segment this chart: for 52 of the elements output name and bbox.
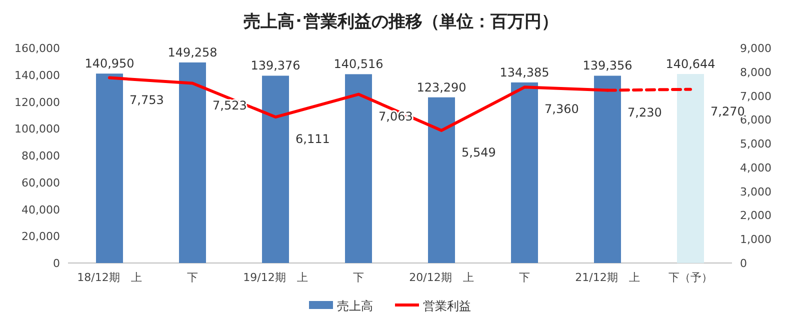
y2-tick-label: 5,000	[740, 138, 772, 151]
bar	[428, 97, 455, 263]
y-tick-label: 140,000	[14, 68, 60, 82]
x-tick-label: 下	[187, 271, 198, 284]
y2-tick-label: 2,000	[740, 209, 772, 222]
y2-tick-label: 4,000	[740, 161, 772, 174]
x-tick-label: 下	[519, 271, 530, 284]
data-label: 140,950	[84, 56, 134, 71]
bar	[345, 74, 372, 263]
data-label: 134,385	[500, 65, 550, 80]
data-label: 7,753	[130, 92, 164, 107]
bar	[96, 74, 123, 263]
data-label: 7,230	[628, 105, 662, 120]
data-label: 139,356	[582, 58, 632, 73]
y-tick-label: 120,000	[14, 96, 60, 109]
y-tick-label: 0	[53, 257, 60, 270]
data-label: 7,360	[544, 102, 579, 116]
data-label: 7,523	[212, 98, 247, 112]
y2-tick-label: 8,000	[740, 66, 772, 79]
data-label: 5,549	[462, 145, 496, 160]
y-tick-label: 160,000	[14, 42, 60, 55]
chart-title: 売上高･営業利益の推移（単位：百万円）	[244, 12, 558, 32]
y-tick-label: 80,000	[22, 150, 60, 162]
bar	[511, 82, 538, 263]
y-tick-label: 60,000	[22, 176, 60, 190]
bar	[594, 76, 621, 263]
x-tick-label: 下（予）	[668, 271, 712, 284]
x-tick-label: 18/12期 上	[77, 271, 142, 284]
y-tick-label: 40,000	[22, 203, 60, 216]
data-label: 139,376	[250, 58, 300, 73]
x-tick-label: 下	[353, 271, 364, 284]
legend-label: 売上高	[337, 299, 373, 313]
y2-tick-label: 0	[740, 257, 747, 270]
y2-tick-label: 9,000	[740, 42, 772, 55]
bar	[179, 62, 206, 263]
x-tick-label: 21/12期 上	[575, 271, 640, 284]
y-tick-label: 100,000	[14, 122, 60, 136]
data-label: 140,644	[666, 57, 716, 72]
data-label: 6,111	[296, 132, 330, 146]
data-label: 123,290	[416, 80, 466, 94]
legend-label: 営業利益	[423, 299, 471, 313]
x-tick-label: 19/12期 上	[243, 271, 308, 284]
y-tick-label: 20,000	[22, 230, 60, 244]
data-label: 140,516	[334, 57, 384, 72]
y2-tick-label: 1,000	[740, 233, 772, 246]
y2-tick-label: 3,000	[740, 185, 772, 198]
y2-tick-label: 7,000	[740, 90, 772, 103]
data-label: 7,063	[378, 109, 413, 124]
x-tick-label: 20/12期 上	[409, 271, 474, 284]
bar	[262, 76, 289, 263]
data-label: 149,258	[168, 45, 218, 60]
bar	[677, 74, 704, 263]
